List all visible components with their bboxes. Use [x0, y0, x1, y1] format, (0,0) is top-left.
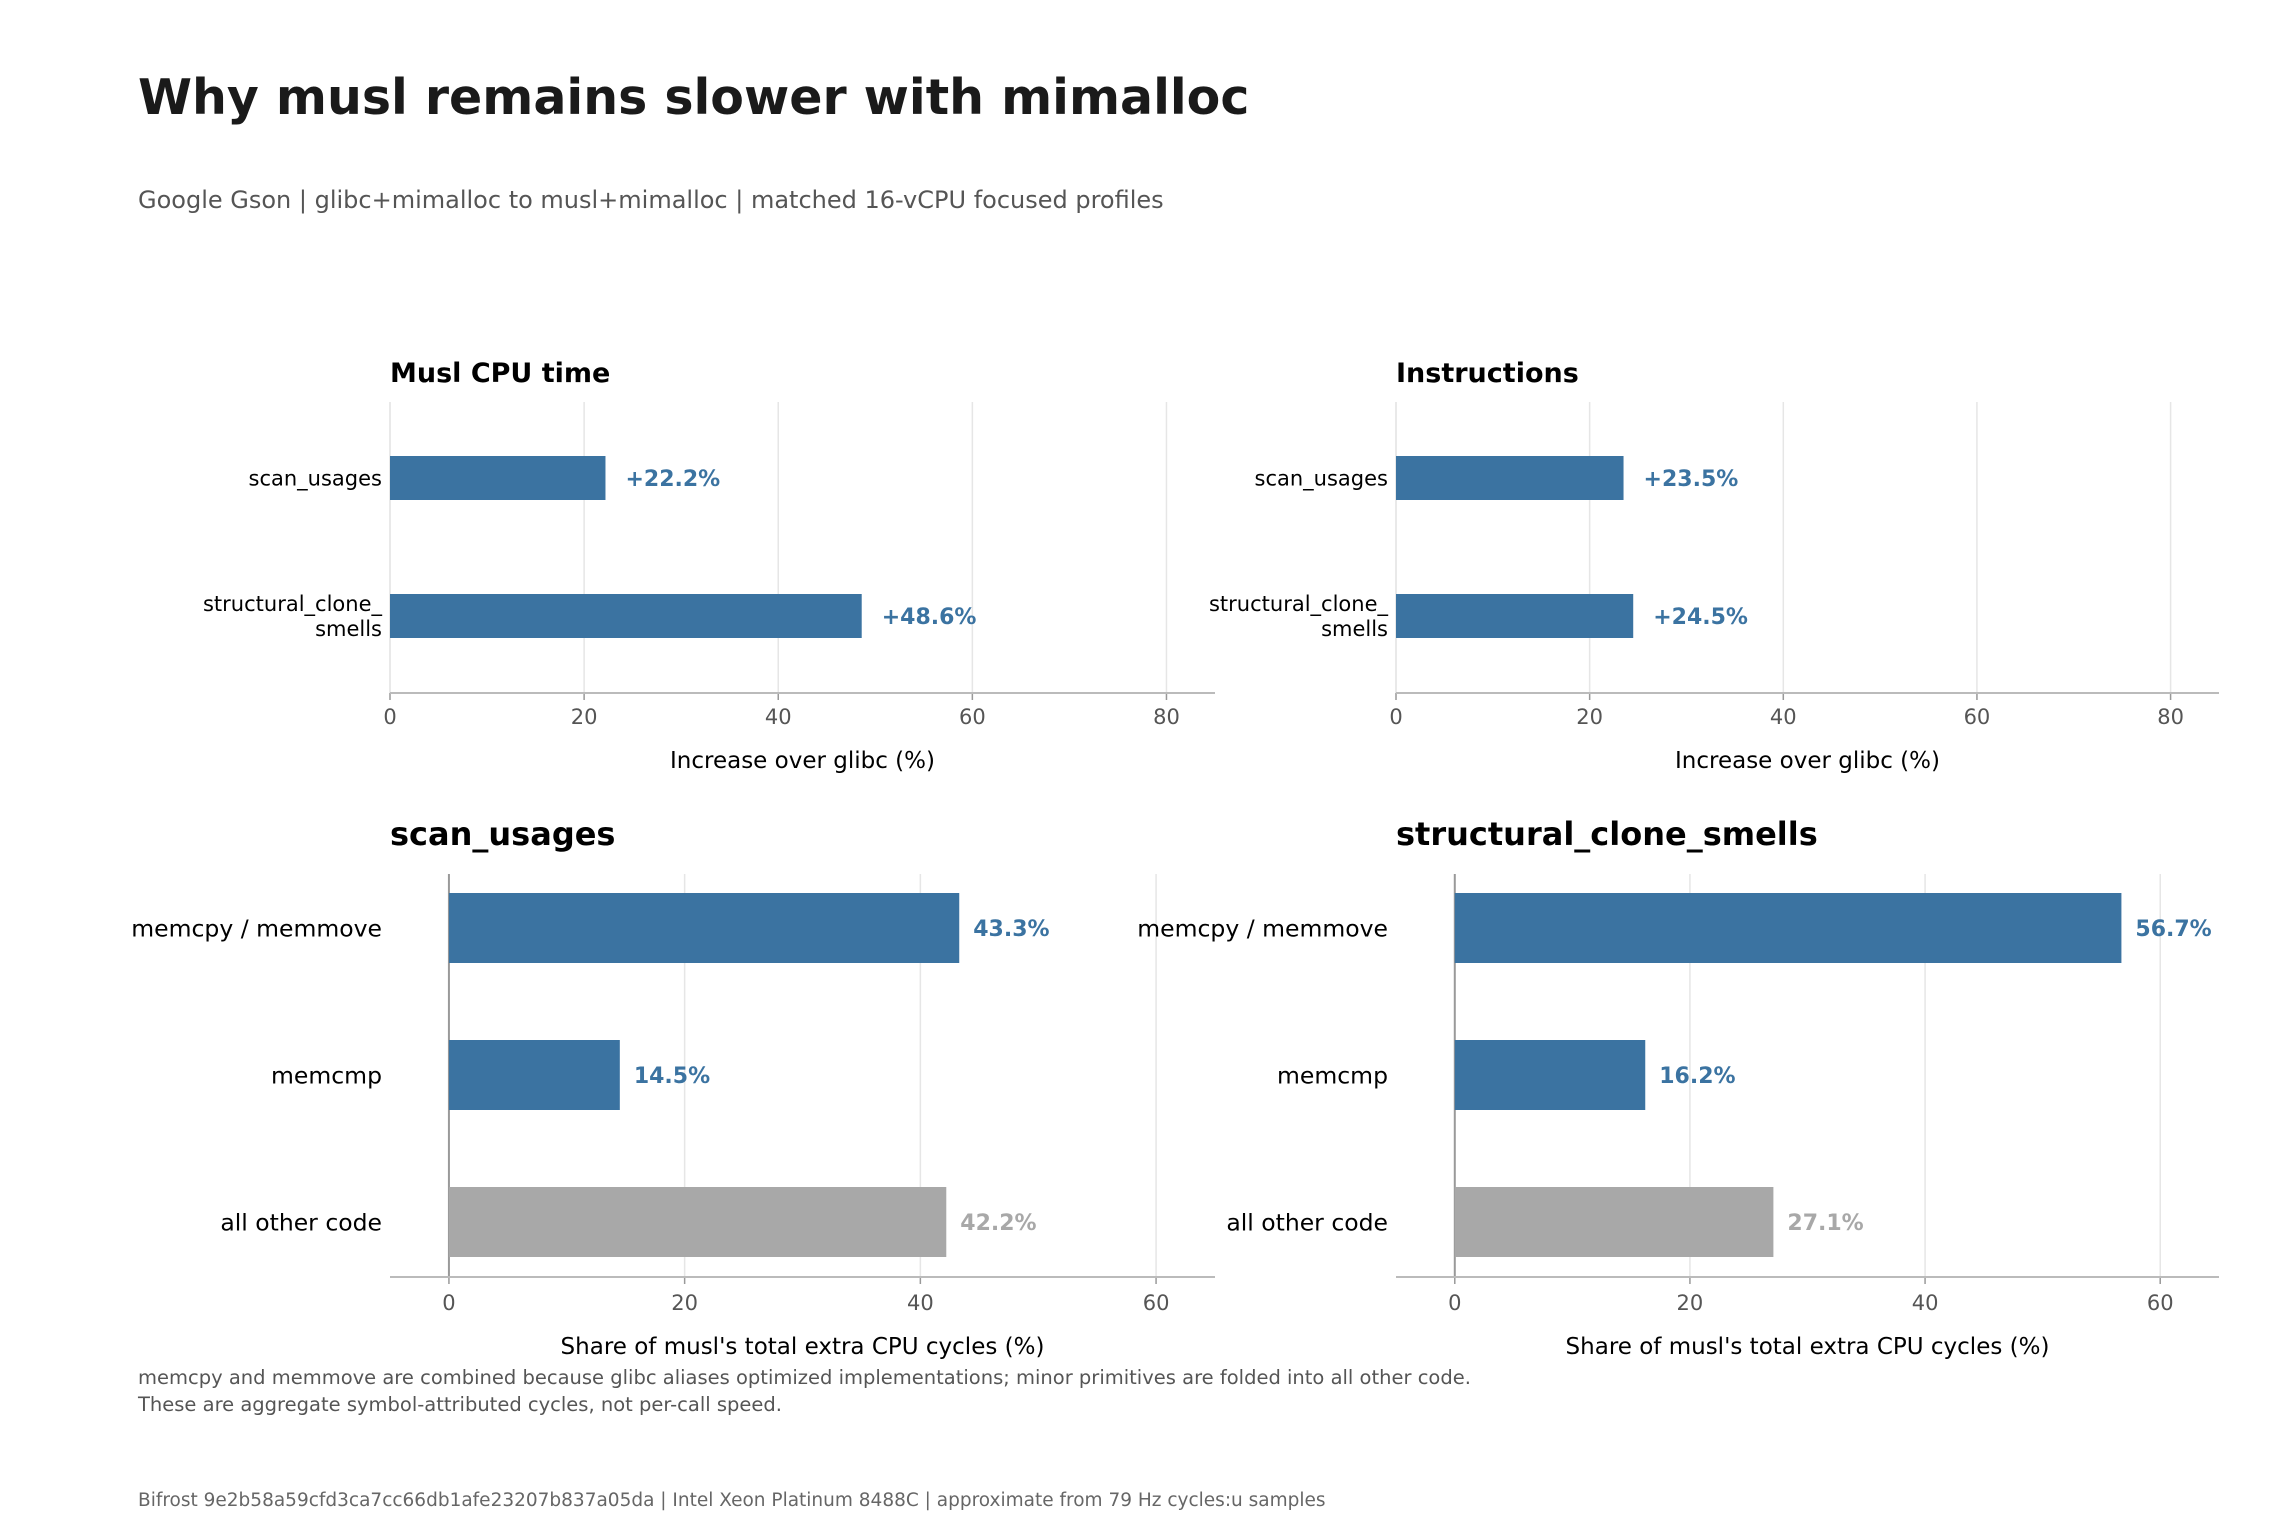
- bar-value-label: 27.1%: [1787, 1211, 1863, 1236]
- bar-value-label: +48.6%: [882, 605, 977, 630]
- chart-panel-3: scan_usages 0 20 40 60 43.3% memcpy / memmove 1…: [131, 815, 1215, 1360]
- y-category-label: scan_usages: [1255, 467, 1388, 492]
- charts-group: Musl CPU time 0 20 40 60 80 +22.2% scan_usages +…: [131, 358, 2219, 1360]
- footer-provenance: Bifrost 9e2b58a59cfd3ca7cc66db1afe23207b…: [138, 1490, 1326, 1511]
- bar: [1396, 456, 1624, 500]
- x-axis-label: Increase over glibc (%): [1675, 748, 1940, 774]
- chart-panel-4: structural_clone_smells 0 20 40 60 56.7% memcp…: [1137, 815, 2219, 1360]
- bar-value-label: 14.5%: [634, 1064, 710, 1089]
- chart-title: structural_clone_smells: [1396, 815, 1818, 853]
- bar-value-label: +22.2%: [625, 467, 720, 492]
- x-tick-label: 60: [2147, 1291, 2174, 1315]
- x-tick-label: 0: [442, 1291, 455, 1315]
- y-category-label: scan_usages: [249, 467, 382, 492]
- x-tick-label: 80: [2157, 705, 2184, 729]
- bar-value-label: 43.3%: [973, 917, 1049, 942]
- x-tick-label: 60: [1964, 705, 1991, 729]
- bar: [448, 893, 960, 963]
- bar: [448, 1187, 947, 1257]
- y-category-label: memcpy / memmove: [1137, 914, 1388, 942]
- x-tick-label: 20: [571, 705, 598, 729]
- x-tick-label: 40: [765, 705, 792, 729]
- y-category-label: structural_clone_: [203, 592, 383, 617]
- bar-value-label: +24.5%: [1653, 605, 1748, 630]
- y-category-label: memcmp: [271, 1061, 382, 1089]
- x-tick-label: 20: [671, 1291, 698, 1315]
- x-tick-label: 60: [1143, 1291, 1170, 1315]
- x-tick-label: 0: [1448, 1291, 1461, 1315]
- x-tick-label: 80: [1153, 705, 1180, 729]
- bar: [390, 594, 862, 638]
- bar: [1396, 594, 1634, 638]
- y-category-label: memcpy / memmove: [131, 914, 382, 942]
- chart-panel-1: Musl CPU time 0 20 40 60 80 +22.2% scan_usages +…: [203, 358, 1215, 774]
- x-tick-label: 0: [383, 705, 396, 729]
- bar-value-label: 56.7%: [2135, 917, 2211, 942]
- chart-title: scan_usages: [390, 815, 615, 853]
- x-axis-label: Share of musl's total extra CPU cycles (…: [561, 1334, 1045, 1360]
- y-category-label: smells: [1321, 617, 1388, 641]
- x-tick-label: 40: [907, 1291, 934, 1315]
- y-category-label: memcmp: [1277, 1061, 1388, 1089]
- x-tick-label: 60: [959, 705, 986, 729]
- bar: [390, 456, 606, 500]
- x-axis-label: Increase over glibc (%): [670, 748, 935, 774]
- footnote-line-1: memcpy and memmove are combined because …: [138, 1366, 1471, 1389]
- x-axis-label: Share of musl's total extra CPU cycles (…: [1566, 1334, 2050, 1360]
- x-tick-label: 20: [1677, 1291, 1704, 1315]
- bar-value-label: 42.2%: [960, 1211, 1036, 1236]
- bar: [1454, 893, 2122, 963]
- x-tick-label: 0: [1389, 705, 1402, 729]
- chart-panel-2: Instructions 0 20 40 60 80 +23.5% scan_usages +2…: [1209, 358, 2219, 774]
- bar: [1454, 1040, 1646, 1110]
- y-category-label: all other code: [220, 1208, 382, 1236]
- footnote-line-2: These are aggregate symbol-attributed cy…: [137, 1393, 782, 1416]
- x-tick-label: 40: [1770, 705, 1797, 729]
- x-tick-label: 40: [1912, 1291, 1939, 1315]
- chart-title: Musl CPU time: [390, 358, 610, 389]
- bar: [1454, 1187, 1774, 1257]
- chart-title: Instructions: [1396, 358, 1579, 389]
- bar: [448, 1040, 620, 1110]
- x-tick-label: 20: [1576, 705, 1603, 729]
- figure-subtitle: Google Gson | glibc+mimalloc to musl+mim…: [138, 186, 1164, 214]
- bar-value-label: 16.2%: [1659, 1064, 1735, 1089]
- figure-title: Why musl remains slower with mimalloc: [138, 69, 1249, 126]
- y-category-label: structural_clone_: [1209, 592, 1389, 617]
- y-category-label: smells: [315, 617, 382, 641]
- y-category-label: all other code: [1226, 1208, 1388, 1236]
- bar-value-label: +23.5%: [1644, 467, 1739, 492]
